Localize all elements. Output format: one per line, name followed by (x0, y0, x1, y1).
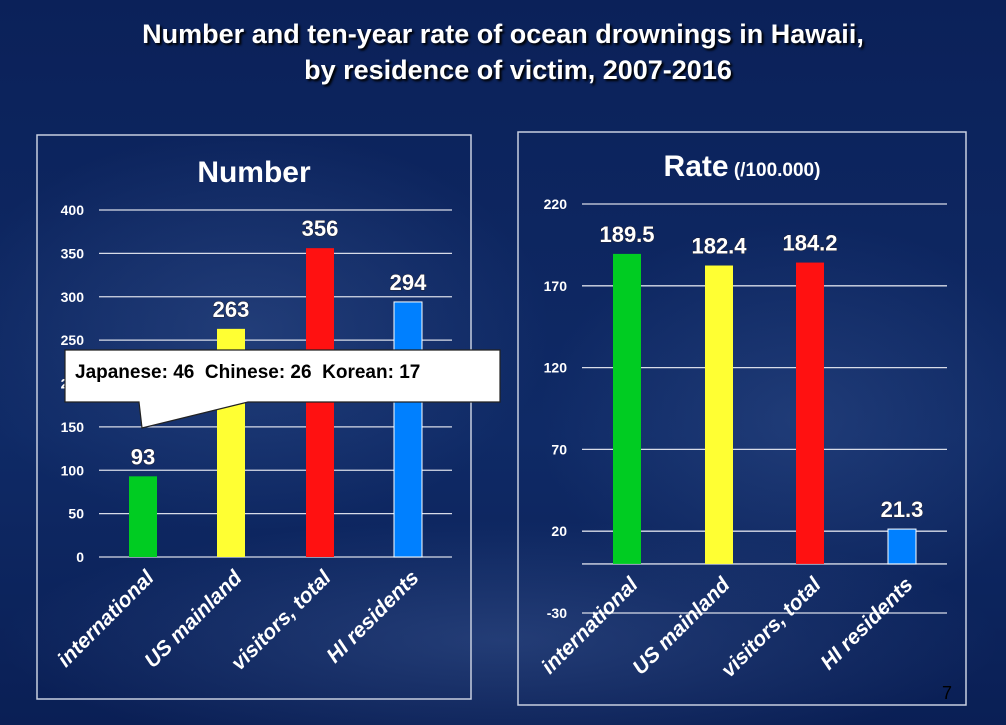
bar-hi-residents (887, 528, 917, 565)
category-label: international (537, 572, 643, 678)
data-label: 184.2 (782, 231, 837, 256)
bar-visitors-total (796, 262, 824, 564)
y-tick-label: 100 (61, 462, 85, 478)
data-label: 263 (213, 297, 250, 322)
chart-title-main: Number (197, 156, 311, 189)
callout: Japanese: 46 Chinese: 26 Korean: 17 (64, 349, 501, 429)
title-line-1: Number and ten-year rate of ocean drowni… (142, 19, 864, 49)
chart-rate: Rate (/100.000) -30 20 70 120 170 220 189.5 inte… (517, 131, 967, 706)
y-tick-label: 400 (61, 202, 85, 218)
chart-number: Number05010015020025030035040093internat… (36, 134, 472, 700)
data-label: 182.4 (691, 234, 747, 259)
title-line-2: by residence of victim, 2007-2016 (304, 55, 732, 85)
chart-title-unit: (/100.000) (729, 160, 821, 181)
chart-title: Number (197, 156, 311, 189)
callout-bubble (64, 349, 501, 429)
page-number: 7 (942, 683, 953, 703)
y-tick-label: 220 (544, 196, 568, 212)
bar-international (613, 253, 641, 564)
category-label: HI residents (816, 573, 917, 674)
chart-frame (36, 134, 472, 700)
slide-title: Number and ten-year rate of ocean drowni… (0, 16, 1006, 88)
bar-international (129, 476, 157, 557)
y-tick-label: 0 (76, 549, 84, 565)
chart-frame (517, 131, 967, 706)
category-label: HI residents (322, 566, 423, 667)
bar-hi-residents (393, 301, 423, 558)
y-tick-label: 350 (61, 245, 85, 261)
y-tick-label: 300 (61, 289, 85, 305)
y-tick-label: 20 (551, 523, 567, 539)
bar-us-mainland (705, 265, 733, 564)
chart-title-main: Rate (664, 150, 729, 183)
y-tick-label: -30 (547, 605, 567, 621)
y-tick-label: 170 (544, 278, 568, 294)
y-tick-label: 70 (551, 441, 567, 457)
data-label: 294 (390, 270, 427, 295)
callout-text: Japanese: 46 Chinese: 26 Korean: 17 (75, 362, 420, 383)
chart-title: Rate (/100.000) (664, 150, 821, 183)
data-label: 93 (131, 444, 155, 469)
y-tick-label: 50 (68, 506, 84, 522)
y-tick-label: 120 (544, 360, 568, 376)
data-label: 21.3 (881, 497, 924, 522)
y-tick-label: 150 (61, 419, 85, 435)
data-label: 189.5 (599, 222, 654, 247)
data-label: 356 (302, 216, 339, 241)
y-tick-label: 250 (61, 332, 85, 348)
